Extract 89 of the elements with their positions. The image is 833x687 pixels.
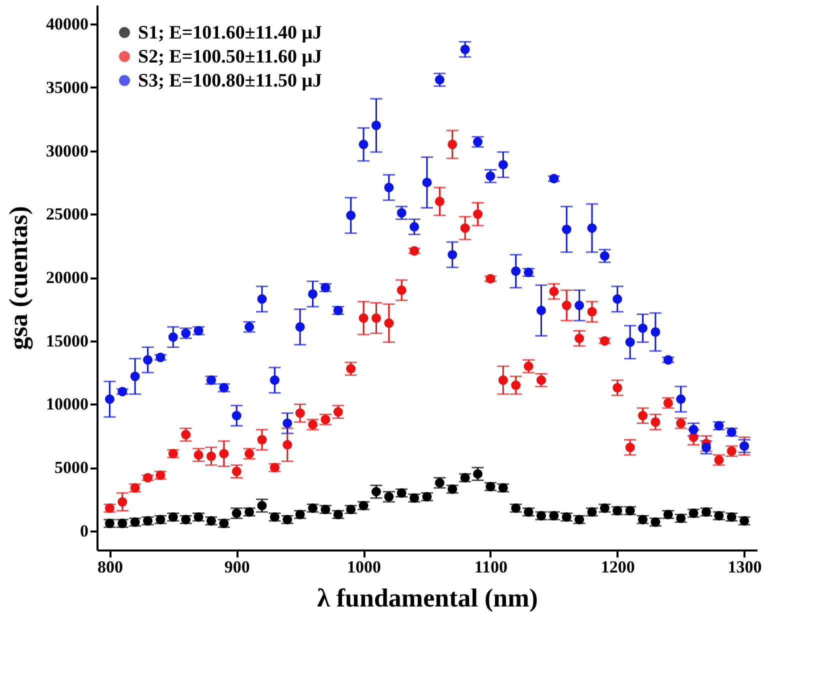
y-axis-title: gsa (cuentas) — [4, 206, 33, 350]
x-axis-title: λ fundamental (nm) — [317, 584, 538, 612]
point — [511, 266, 521, 276]
point — [118, 497, 128, 507]
point — [638, 410, 648, 420]
point — [562, 300, 572, 310]
point — [130, 372, 140, 382]
point — [270, 375, 280, 385]
x-tick-label: 1300 — [728, 558, 762, 576]
point — [295, 408, 305, 418]
x-tick-label: 900 — [224, 558, 250, 576]
point — [168, 332, 178, 342]
legend-label: S1; E=101.60±11.40 μJ — [138, 22, 322, 44]
legend-label: S3; E=100.80±11.50 μJ — [138, 70, 322, 92]
point — [574, 300, 584, 310]
point — [562, 224, 572, 234]
point — [574, 334, 584, 344]
point — [257, 500, 267, 510]
point — [486, 171, 496, 181]
point — [143, 355, 153, 365]
point — [295, 322, 305, 332]
point — [473, 209, 483, 219]
point — [434, 196, 444, 206]
point — [460, 223, 470, 233]
point — [257, 294, 267, 304]
point — [410, 222, 420, 232]
point — [587, 223, 597, 233]
y-tick-label: 15000 — [46, 331, 88, 350]
point — [333, 407, 343, 417]
point — [358, 140, 368, 150]
point — [308, 289, 318, 299]
point — [384, 182, 394, 192]
point — [346, 210, 356, 220]
point — [536, 375, 546, 385]
point — [587, 306, 597, 316]
point — [701, 442, 711, 452]
point — [232, 466, 242, 476]
x-tick-label: 1000 — [347, 558, 382, 576]
point — [434, 75, 444, 85]
point — [396, 285, 406, 295]
y-tick-label: 10000 — [46, 394, 88, 414]
point — [460, 44, 470, 54]
point — [257, 435, 267, 444]
point — [612, 383, 622, 392]
point — [473, 469, 483, 479]
y-tick-label: 40000 — [46, 14, 88, 34]
point — [371, 313, 381, 323]
point — [206, 451, 216, 461]
point — [536, 306, 546, 316]
point — [498, 160, 508, 170]
y-tick-label: 30000 — [46, 141, 88, 160]
point — [676, 394, 686, 404]
point — [422, 178, 432, 188]
x-tick-label: 1100 — [474, 558, 508, 576]
y-tick-label: 35000 — [46, 78, 88, 97]
point — [282, 440, 292, 450]
y-tick-label: 0 — [80, 521, 88, 540]
point — [396, 208, 406, 218]
point — [511, 380, 521, 390]
point — [181, 430, 191, 440]
point — [371, 486, 381, 496]
x-tick-label: 800 — [97, 558, 123, 576]
point — [346, 364, 356, 374]
point — [625, 442, 635, 452]
point — [104, 394, 114, 404]
point — [498, 375, 508, 385]
x-tick-label: 1200 — [600, 558, 635, 576]
point — [232, 410, 242, 420]
point — [600, 251, 610, 261]
point — [219, 448, 229, 458]
point — [650, 417, 660, 427]
point — [549, 286, 559, 296]
point — [638, 323, 648, 333]
point — [688, 424, 698, 434]
point — [384, 318, 394, 328]
y-tick-label: 5000 — [54, 458, 88, 478]
point — [194, 450, 204, 460]
point — [650, 327, 660, 337]
point — [448, 140, 458, 150]
point — [625, 337, 635, 347]
y-tick-label: 25000 — [46, 204, 88, 224]
point — [448, 250, 458, 260]
point — [612, 294, 622, 304]
point — [371, 120, 381, 130]
point — [358, 313, 368, 323]
legend-label: S2; E=100.50±11.60 μJ — [138, 46, 322, 68]
point — [282, 418, 292, 428]
y-tick-label: 20000 — [46, 268, 88, 287]
point — [524, 361, 534, 371]
